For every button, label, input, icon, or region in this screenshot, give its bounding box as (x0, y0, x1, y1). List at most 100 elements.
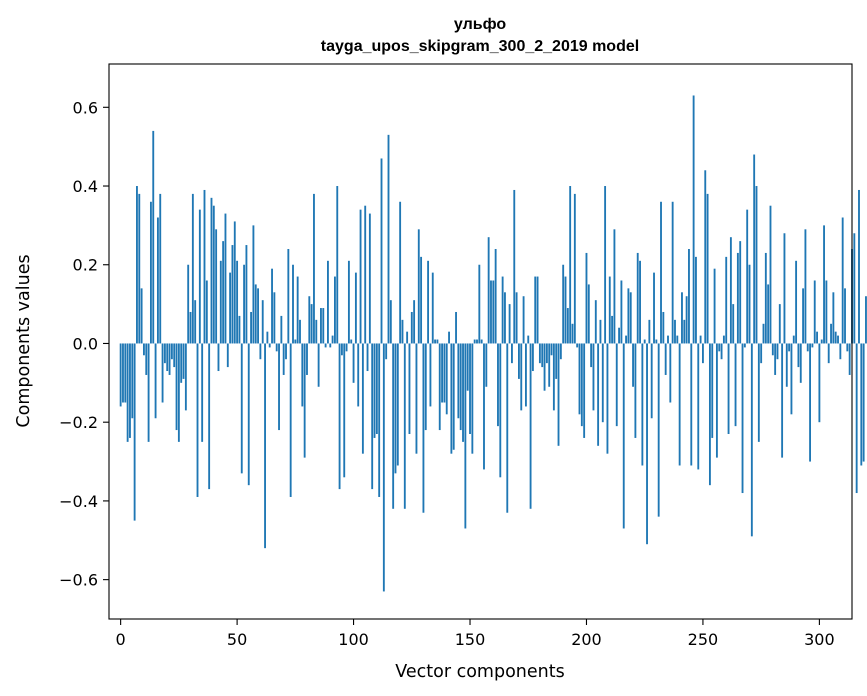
bar (415, 343, 418, 454)
bar (825, 280, 828, 344)
bar (387, 134, 390, 344)
bar (268, 343, 271, 348)
bar (622, 343, 625, 529)
bar (557, 343, 560, 446)
bar (534, 276, 537, 344)
bar (187, 264, 190, 344)
y-axis: −0.6 −0.4 −0.2 0.0 0.2 0.4 0.6 (59, 98, 109, 590)
x-axis-label: Vector components (395, 662, 564, 682)
bar (792, 335, 795, 344)
y-tick-label: 0.4 (73, 177, 98, 196)
bar (457, 343, 460, 419)
bar (429, 343, 432, 407)
bar (755, 186, 758, 344)
bar (720, 343, 723, 360)
bar (853, 233, 856, 344)
bar (194, 300, 197, 344)
bar (632, 343, 634, 387)
bar (490, 280, 492, 344)
bar (320, 308, 322, 344)
bar (494, 249, 497, 344)
bar (699, 335, 702, 344)
bar (527, 335, 530, 344)
bar (611, 315, 614, 344)
bar (198, 209, 201, 344)
bar (129, 343, 131, 438)
x-tick-label: 0 (116, 630, 126, 649)
bar (243, 264, 246, 344)
bar (688, 249, 690, 344)
bar (788, 343, 791, 352)
bar (762, 323, 765, 344)
bar (124, 343, 127, 403)
bar (315, 319, 318, 344)
bar (170, 343, 173, 360)
x-tick-label: 150 (455, 630, 486, 649)
bar (499, 343, 502, 478)
bar (604, 186, 607, 344)
y-tick-label: −0.2 (59, 413, 98, 432)
bar (524, 343, 527, 407)
bar (159, 193, 162, 344)
bar (373, 343, 376, 438)
bar (711, 343, 714, 438)
bar (191, 193, 194, 344)
bar (236, 260, 239, 344)
bar (732, 304, 735, 344)
bar (809, 343, 811, 462)
bar (571, 323, 574, 344)
bar (706, 193, 709, 344)
x-tick-label: 50 (227, 630, 247, 649)
bar (478, 264, 481, 344)
bar (606, 343, 609, 454)
bar (811, 343, 814, 348)
bar (531, 343, 534, 372)
bar (566, 308, 569, 344)
bar (224, 213, 227, 344)
bar (136, 186, 138, 344)
bar (855, 343, 858, 494)
bar (476, 339, 478, 344)
bar (417, 229, 420, 344)
bar (799, 343, 802, 383)
bar (541, 343, 544, 368)
bar (708, 343, 711, 486)
bar (203, 189, 206, 344)
bar (250, 311, 253, 344)
bar (678, 343, 681, 466)
bar (436, 339, 439, 344)
bar (149, 201, 152, 344)
bar (271, 268, 273, 344)
bar (163, 343, 166, 364)
y-tick-label: 0.6 (73, 98, 98, 117)
bar (518, 343, 520, 379)
bar (382, 343, 385, 592)
bar (860, 343, 863, 466)
bar (846, 343, 849, 352)
bar (466, 343, 469, 391)
bar (741, 343, 744, 494)
bar (627, 288, 630, 344)
bar (140, 288, 143, 344)
bar (259, 343, 262, 360)
bar (350, 339, 353, 344)
bar (727, 343, 730, 434)
bar (485, 343, 488, 387)
bar (257, 288, 259, 344)
chart-title-line2: tayga_upos_skipgram_300_2_2019 model (321, 38, 639, 55)
bar (739, 241, 742, 344)
bar (133, 343, 136, 521)
bar (422, 343, 425, 513)
bar (394, 343, 397, 474)
bar (648, 319, 651, 344)
y-axis-label: Components values (14, 254, 34, 427)
bar (361, 343, 364, 454)
bar (380, 158, 383, 344)
bar (522, 296, 525, 344)
bar (233, 221, 236, 344)
bar (345, 343, 348, 352)
bar (145, 343, 148, 375)
bar (434, 339, 437, 344)
bar (562, 264, 565, 344)
